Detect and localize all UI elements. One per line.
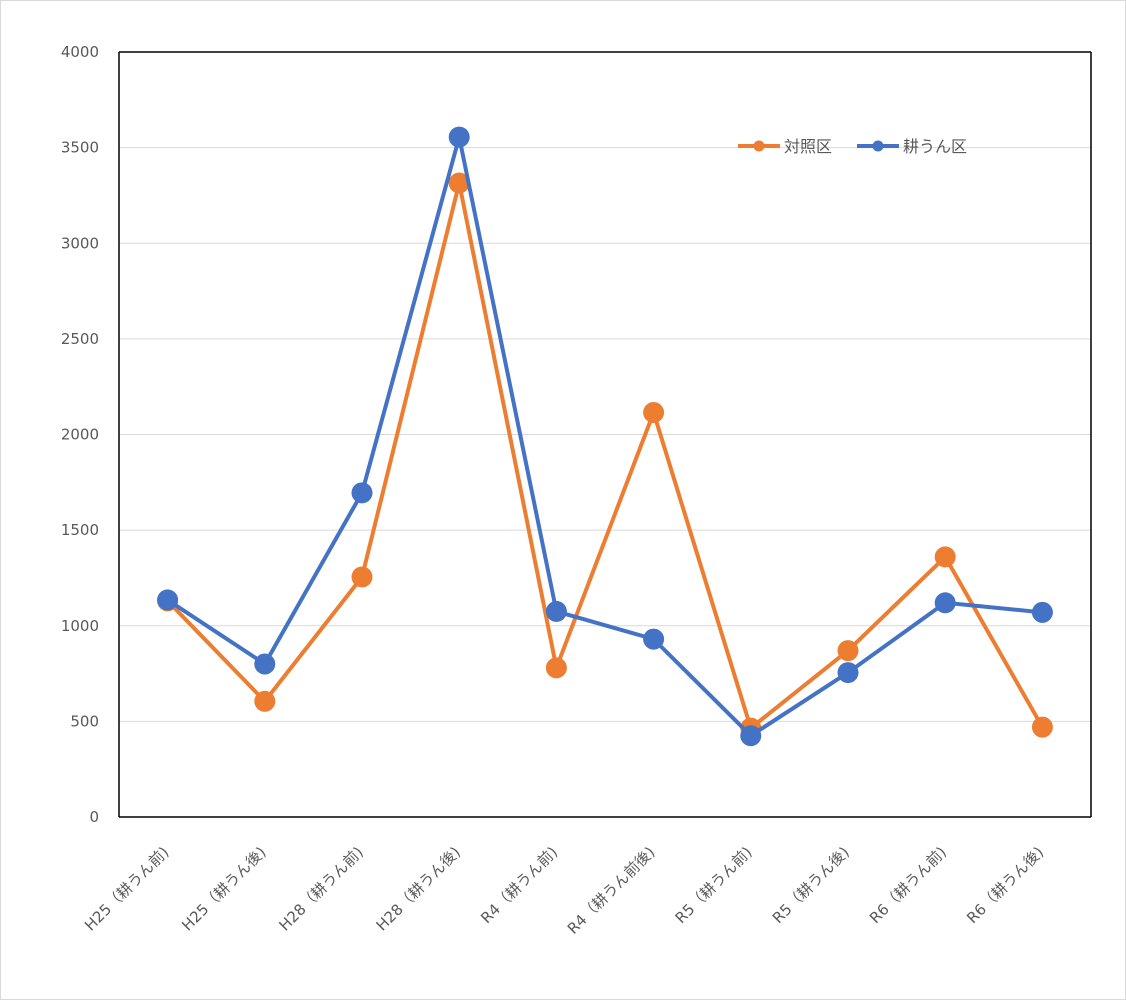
data-point: [448, 172, 470, 194]
data-point: [740, 725, 762, 747]
legend-label: 耕うん区: [903, 137, 967, 156]
y-tick-label: 4000: [61, 43, 99, 61]
data-point: [351, 566, 373, 588]
data-point: [1031, 601, 1053, 623]
y-tick-label: 3500: [61, 139, 99, 157]
legend-swatch-marker: [872, 140, 884, 152]
y-tick-label: 3000: [61, 234, 99, 252]
y-tick-label: 2000: [61, 426, 99, 444]
legend-item: 対照区: [738, 137, 832, 156]
x-tick-label: R6（耕うん前): [866, 843, 950, 927]
data-point: [934, 546, 956, 568]
x-tick-label: R5（耕うん前): [672, 843, 756, 927]
data-point: [643, 402, 665, 424]
series-line: [166, 135, 1043, 738]
series-耕うん区: [157, 126, 1053, 747]
data-point: [1031, 716, 1053, 738]
x-tick-label: H28（耕うん後): [373, 843, 464, 934]
x-tick-label: H28（耕うん前): [275, 843, 366, 934]
data-point: [157, 589, 179, 611]
y-tick-label: 2500: [61, 330, 99, 348]
data-point: [545, 657, 567, 679]
data-point: [254, 690, 276, 712]
x-tick-label: H25（耕うん後): [178, 843, 269, 934]
data-point: [254, 653, 276, 675]
data-point: [448, 126, 470, 148]
y-tick-label: 1500: [61, 521, 99, 539]
data-point: [837, 640, 859, 662]
data-point: [837, 662, 859, 684]
x-tick-labels: H25（耕うん前) H25（耕うん後) H28（耕うん前) H28（耕うん後) R4（耕…: [81, 843, 1047, 938]
x-tick-label: H25（耕うん前): [81, 843, 172, 934]
series-対照区: [157, 172, 1053, 739]
data-point: [934, 592, 956, 614]
gridlines: [119, 51, 1091, 722]
series-line: [166, 181, 1045, 731]
legend-label: 対照区: [784, 137, 832, 156]
axes: [118, 51, 1092, 818]
data-point: [643, 628, 665, 650]
x-tick-label: R6（耕うん後): [963, 843, 1047, 927]
legend-item: 耕うん区: [857, 137, 967, 156]
data-point: [351, 482, 373, 504]
y-tick-label: 1000: [61, 617, 99, 635]
legend: 対照区 耕うん区: [738, 137, 967, 156]
y-tick-labels: 0 500 1000 1500 2000 2500 3000 3500 4000: [61, 43, 99, 826]
x-tick-label: R4（耕うん前後): [564, 843, 659, 938]
y-tick-label: 0: [89, 808, 99, 826]
series-lines: [157, 126, 1053, 747]
y-tick-label: 500: [70, 712, 99, 730]
x-tick-label: R4（耕うん前): [477, 843, 561, 927]
x-tick-label: R5（耕うん後): [769, 843, 853, 927]
data-point: [545, 600, 567, 622]
legend-swatch-marker: [753, 140, 765, 152]
